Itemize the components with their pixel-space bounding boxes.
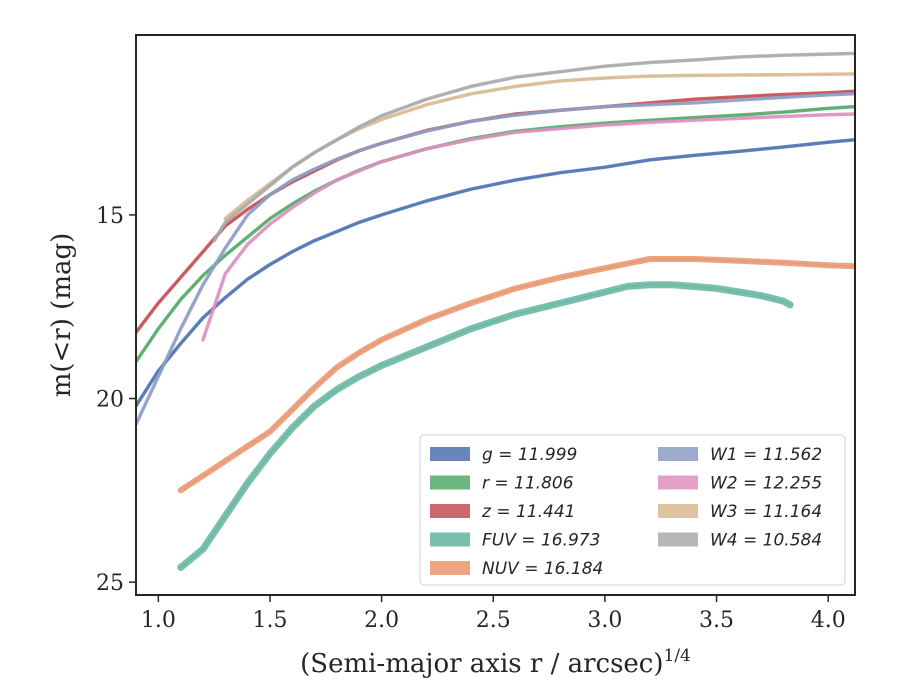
legend-swatch (430, 447, 470, 461)
y-tick-label: 15 (96, 204, 124, 229)
series-line-g (136, 138, 855, 407)
x-tick-label: 3.5 (699, 608, 734, 633)
series-line-w4 (213, 52, 855, 242)
x-tick-label: 2.5 (476, 608, 511, 633)
legend-label: W3 = 11.164 (710, 502, 822, 522)
series-band-g (136, 137, 855, 408)
series-band-w4 (212, 51, 855, 243)
legend-swatch (658, 447, 698, 461)
legend: g = 11.999 r = 11.806 z = 11.441 FUV = 16.9… (419, 434, 846, 586)
y-axis-title: m(<r) (mag) (47, 233, 77, 398)
legend-label: W4 = 10.584 (710, 531, 822, 551)
x-tick-label: 1.5 (252, 608, 287, 633)
legend-swatch (658, 504, 698, 518)
y-tick-label: 25 (96, 571, 124, 596)
axes: 1.0 1.5 2.0 2.5 3.0 3.5 4.0 15 20 25 (Semi-major a… (47, 34, 856, 679)
series-band-w2 (201, 112, 855, 342)
plot-frame (135, 34, 856, 596)
legend-label: W1 = 11.562 (710, 445, 822, 465)
x-tick-label: 1.0 (141, 608, 176, 633)
legend-label: W2 = 12.255 (710, 474, 822, 494)
series-band-fuv (177, 281, 794, 571)
legend-label: g = 11.999 (482, 445, 577, 465)
series-band-nuv (177, 256, 855, 494)
plot-area (136, 51, 855, 571)
legend-label: FUV = 16.973 (482, 531, 600, 551)
legend-label: z = 11.441 (481, 502, 575, 522)
x-tick-label: 3.0 (587, 608, 622, 633)
legend-swatch (658, 532, 698, 547)
x-tick-label: 4.0 (811, 608, 846, 633)
series-band-w1 (136, 92, 855, 426)
x-tick-label: 2.0 (364, 608, 399, 633)
legend-swatch (430, 504, 470, 518)
y-tick-label: 20 (96, 388, 124, 413)
legend-swatch (430, 532, 470, 547)
legend-swatch (430, 475, 470, 490)
legend-swatch (658, 475, 698, 490)
legend-swatch (430, 561, 470, 575)
legend-label: NUV = 16.184 (482, 559, 603, 579)
legend-box (419, 434, 846, 586)
legend-label: r = 11.806 (482, 474, 574, 494)
x-axis-title: (Semi-major axis r / arcsec)1/4 (300, 646, 691, 679)
